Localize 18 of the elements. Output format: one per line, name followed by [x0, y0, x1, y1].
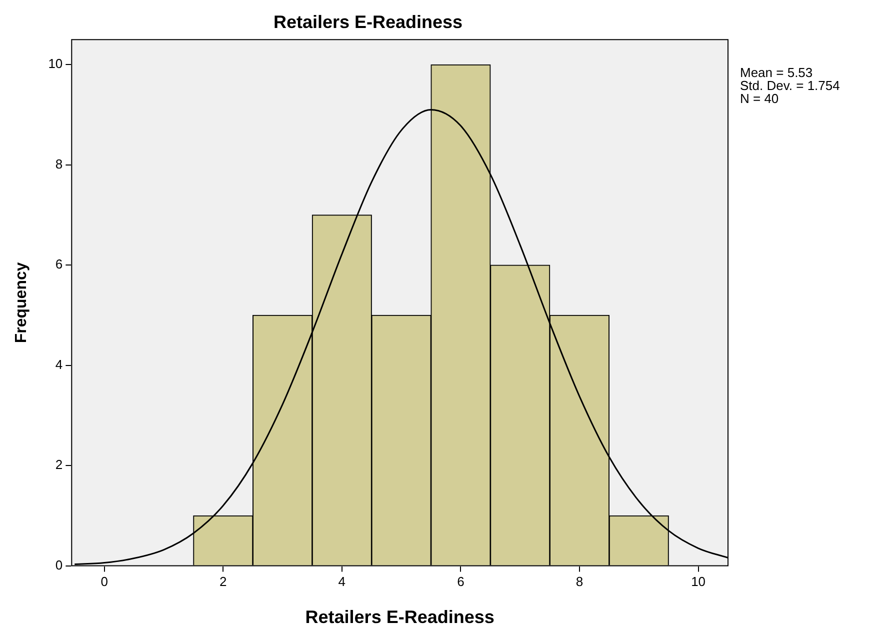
x-tick-label: 10 — [691, 574, 706, 590]
y-tick-label: 10 — [48, 56, 63, 72]
x-tick-label: 6 — [457, 574, 464, 590]
x-tick-label: 0 — [100, 574, 108, 590]
text: N = 40 — [740, 91, 780, 106]
x-tick-label: 2 — [220, 574, 227, 590]
y-tick-label: 4 — [55, 356, 63, 372]
y-tick-label: 2 — [55, 457, 63, 472]
y-tick-label: 6 — [55, 256, 63, 272]
text: Std. Dev. = 1.754 — [740, 78, 840, 93]
y-tick-label: 0 — [55, 557, 63, 572]
chart-title: Retailers E-Readiness — [273, 12, 463, 32]
text: Mean = 5.53 — [740, 65, 814, 80]
x-axis-title: Retailers E-Readiness — [305, 607, 494, 628]
x-tick-label: 4 — [338, 574, 346, 590]
y-axis-title: Frequency — [13, 262, 30, 344]
y-tick-label: 8 — [55, 156, 63, 172]
x-tick-label: 8 — [576, 574, 584, 590]
